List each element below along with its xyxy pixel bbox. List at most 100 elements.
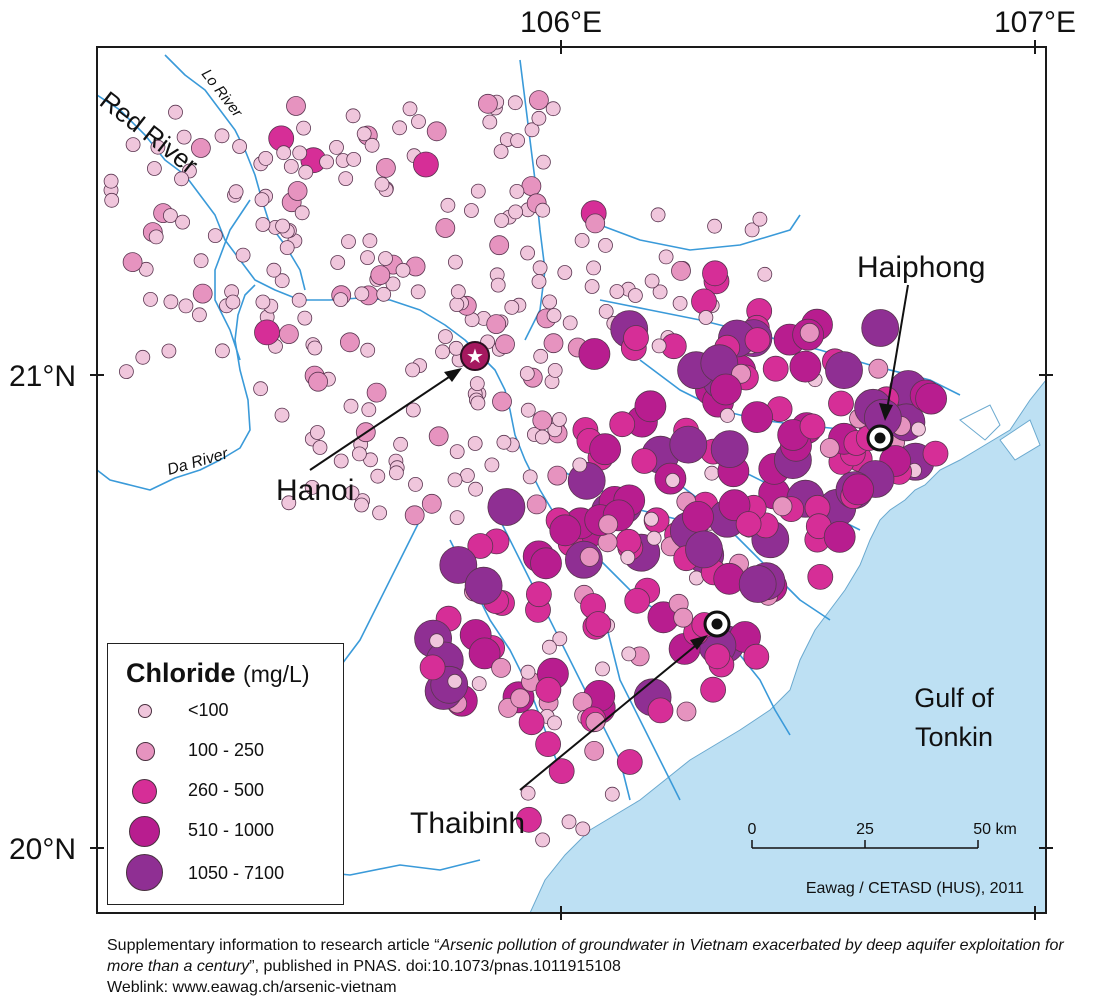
well-symbol (744, 327, 771, 354)
well-symbol (439, 546, 478, 584)
well-symbol (464, 566, 503, 605)
well-symbol (360, 342, 376, 358)
well-symbol (447, 673, 463, 689)
well-symbol (575, 821, 591, 837)
well-symbol (354, 497, 369, 513)
well-symbol (440, 197, 456, 213)
well-symbol (702, 260, 728, 287)
well-symbol (507, 95, 523, 111)
well-symbol (162, 208, 178, 224)
well-symbol (393, 436, 409, 452)
well-symbol (620, 550, 636, 565)
well-symbol (628, 288, 643, 303)
well-symbol (915, 382, 947, 415)
well-symbol (691, 288, 717, 315)
well-symbol (274, 273, 290, 289)
scale-tick-50: 50 km (973, 821, 1017, 838)
well-symbol (545, 101, 561, 117)
well-symbol (207, 228, 223, 244)
legend-swatch (126, 854, 163, 891)
well-symbol (163, 294, 179, 310)
well-symbol (535, 429, 550, 445)
well-symbol (297, 310, 313, 326)
well-symbol (276, 145, 292, 161)
well-symbol (338, 171, 354, 187)
well-symbol (609, 411, 636, 438)
well-symbol (450, 284, 466, 300)
well-symbol (411, 114, 426, 129)
well-symbol (484, 457, 500, 473)
caption-prefix: Supplementary information to research ar… (107, 937, 440, 954)
well-symbol (561, 814, 577, 830)
well-symbol (319, 154, 335, 170)
legend-title-bold: Chloride (126, 658, 236, 688)
well-symbol (535, 731, 561, 757)
well-symbol (710, 430, 749, 469)
well-symbol (254, 319, 280, 346)
caption-weblink: Weblink: www.eawag.ch/arsenic-vietnam (107, 979, 397, 996)
well-symbol (449, 297, 465, 313)
well-symbol (520, 785, 536, 801)
well-symbol (463, 203, 479, 218)
well-symbol (214, 343, 230, 359)
well-symbol (490, 277, 506, 293)
well-symbol (552, 631, 568, 647)
well-symbol (351, 446, 367, 462)
well-symbol (518, 709, 545, 736)
legend-item: 1050 - 7100 (108, 854, 343, 894)
well-symbol (375, 157, 396, 178)
well-symbol (744, 222, 760, 238)
well-symbol (520, 402, 536, 418)
scale-tick-0: 0 (748, 821, 757, 838)
well-symbol (700, 676, 726, 703)
sample-wells (103, 90, 949, 848)
well-symbol (385, 276, 401, 292)
well-symbol (589, 433, 621, 466)
well-symbol (435, 344, 450, 360)
well-symbol (395, 262, 411, 278)
well-symbol (651, 338, 667, 354)
well-symbol (516, 806, 542, 833)
scale-bar: 0 25 50 km (748, 821, 1017, 849)
legend-item: <100 (108, 692, 343, 732)
well-symbol (533, 348, 549, 364)
well-symbol (287, 181, 308, 201)
well-symbol (595, 661, 610, 677)
well-symbol (468, 481, 484, 497)
well-symbol (644, 511, 659, 527)
well-symbol (412, 151, 439, 178)
well-symbol (646, 530, 662, 546)
well-symbol (650, 207, 666, 223)
well-symbol (469, 376, 485, 392)
well-symbol (376, 286, 392, 302)
well-symbol (536, 154, 551, 170)
well-symbol (911, 421, 926, 437)
well-symbol (492, 391, 512, 412)
well-symbol (104, 192, 120, 208)
well-symbol (621, 646, 637, 662)
lat-label-21: 21°N (9, 360, 76, 393)
well-symbol (279, 240, 295, 256)
well-symbol (823, 521, 856, 553)
well-symbol (283, 158, 299, 174)
well-symbol (522, 469, 538, 485)
well-symbol (175, 214, 191, 230)
arrow-head-icon (879, 403, 893, 421)
well-symbol (547, 362, 563, 378)
well-symbol (634, 390, 667, 423)
well-symbol (333, 453, 349, 469)
legend-title-unit: (mg/L) (243, 661, 310, 687)
well-symbol (520, 245, 535, 261)
well-symbol (392, 120, 408, 136)
well-symbol (378, 251, 393, 266)
well-symbol (521, 176, 542, 197)
well-symbol (548, 758, 575, 784)
well-symbol (255, 294, 271, 310)
well-symbol (426, 121, 447, 142)
well-symbol (825, 351, 863, 390)
well-symbol (658, 249, 674, 265)
well-symbol (495, 334, 515, 355)
well-symbol (542, 639, 557, 655)
well-symbol (676, 701, 697, 722)
credit-text: Eawag / CETASD (HUS), 2011 (806, 880, 1024, 897)
